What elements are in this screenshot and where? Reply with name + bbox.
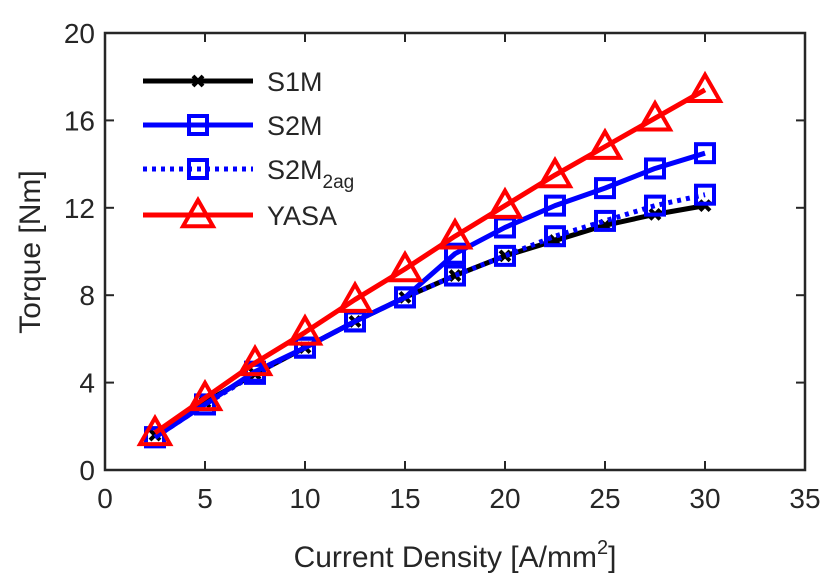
x-tick-label: 15 bbox=[389, 483, 420, 514]
y-tick-label: 12 bbox=[64, 193, 95, 224]
data-point bbox=[236, 343, 274, 377]
legend-marker bbox=[191, 74, 205, 88]
legend-entry-s1m: S1M bbox=[143, 67, 323, 97]
x-axis-label-main: Current Density [A/mm bbox=[294, 541, 597, 574]
legend-label: S1M bbox=[267, 67, 323, 97]
data-point bbox=[136, 413, 174, 447]
data-point bbox=[444, 264, 466, 287]
data-point bbox=[336, 280, 374, 313]
legend-label-main: S2M bbox=[267, 155, 323, 185]
legend-label-main: S1M bbox=[267, 67, 323, 97]
data-point bbox=[544, 225, 566, 248]
x-axis-label: Current Density [A/mm2] bbox=[294, 537, 617, 574]
legend-marker bbox=[187, 114, 209, 136]
y-tick-label: 16 bbox=[64, 105, 95, 136]
data-point bbox=[486, 186, 524, 219]
legend-entry-s2m2ag: S2M2ag bbox=[143, 155, 354, 193]
data-point bbox=[444, 242, 466, 265]
data-point bbox=[594, 177, 616, 200]
x-axis-label-superscript: 2 bbox=[597, 537, 608, 559]
legend-label-subscript: 2ag bbox=[323, 172, 355, 193]
legend-marker bbox=[179, 195, 217, 229]
x-axis-label-end: ] bbox=[608, 541, 616, 574]
legend-label: S2M2ag bbox=[267, 155, 354, 193]
data-point bbox=[394, 286, 416, 309]
data-point bbox=[294, 336, 316, 359]
axis-ticks: 0 5 10 15 20 25 30 35 0 4 8 12 16 20 bbox=[64, 18, 821, 514]
data-point bbox=[286, 313, 324, 346]
legend-label-main: YASA bbox=[267, 201, 337, 231]
x-tick-label: 30 bbox=[689, 483, 720, 514]
legend-entry-yasa: YASA bbox=[143, 195, 337, 231]
y-axis-label: Torque [Nm] bbox=[14, 170, 47, 333]
legend-label: YASA bbox=[267, 201, 337, 231]
data-point bbox=[436, 217, 474, 250]
legend-label-main: S2M bbox=[267, 111, 323, 141]
series-yasa bbox=[136, 70, 724, 447]
data-point bbox=[186, 378, 224, 412]
data-point bbox=[594, 209, 616, 232]
x-tick-label: 20 bbox=[489, 483, 520, 514]
legend-marker bbox=[187, 158, 209, 180]
data-point bbox=[586, 127, 624, 160]
legend-label: S2M bbox=[267, 111, 323, 141]
y-tick-label: 8 bbox=[79, 280, 95, 311]
y-tick-label: 20 bbox=[64, 18, 95, 49]
data-point bbox=[694, 142, 716, 165]
data-point bbox=[636, 99, 674, 132]
data-point bbox=[686, 70, 724, 104]
x-tick-label: 0 bbox=[97, 483, 113, 514]
data-point bbox=[644, 157, 666, 180]
legend-entry-s2m: S2M bbox=[143, 111, 323, 141]
y-tick-label: 0 bbox=[79, 455, 95, 486]
data-point bbox=[494, 244, 516, 267]
legend-box bbox=[135, 62, 370, 242]
data-point bbox=[544, 194, 566, 217]
data-point bbox=[386, 249, 424, 283]
x-tick-label: 25 bbox=[589, 483, 620, 514]
data-point bbox=[644, 194, 666, 217]
x-tick-label: 35 bbox=[789, 483, 820, 514]
x-tick-label: 10 bbox=[289, 483, 320, 514]
data-point bbox=[694, 183, 716, 206]
plot-frame bbox=[103, 31, 807, 472]
data-point bbox=[536, 155, 574, 189]
y-tick-label: 4 bbox=[79, 368, 95, 399]
series-line bbox=[153, 87, 707, 435]
x-tick-label: 5 bbox=[197, 483, 213, 514]
plot-marks bbox=[136, 70, 724, 449]
